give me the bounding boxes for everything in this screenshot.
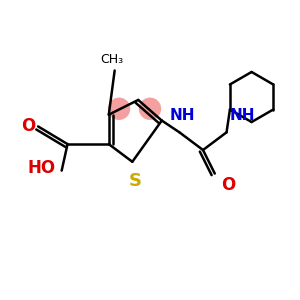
Text: HO: HO [28,159,56,177]
Text: S: S [129,172,142,190]
Text: O: O [221,176,235,194]
Text: NH: NH [230,109,255,124]
Circle shape [139,98,161,120]
Text: NH: NH [169,109,195,124]
Text: O: O [21,117,35,135]
Text: CH₃: CH₃ [100,53,123,66]
Circle shape [108,98,130,120]
